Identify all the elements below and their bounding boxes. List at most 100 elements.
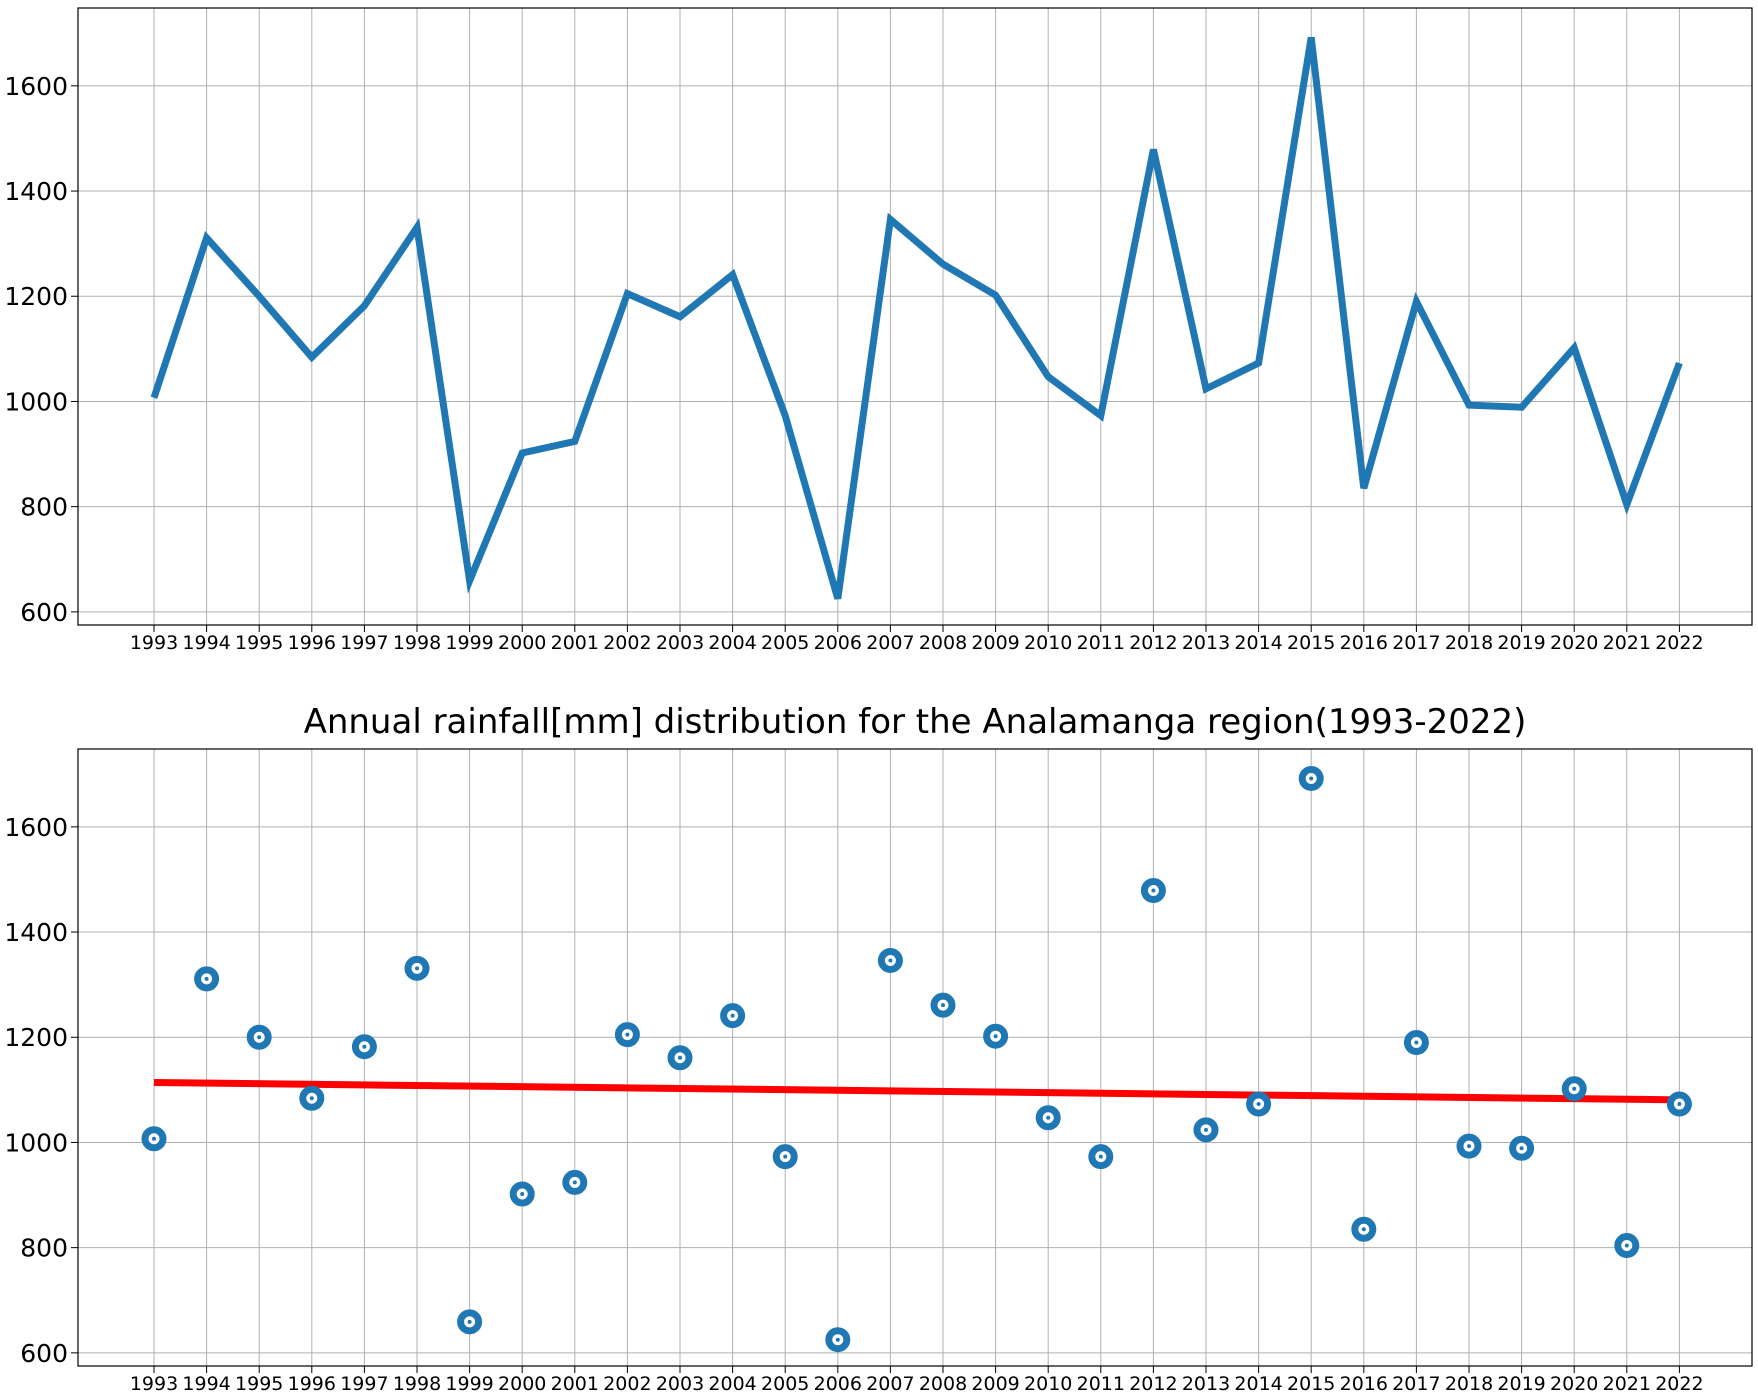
y-tick-label: 1000 — [4, 1128, 68, 1157]
x-tick-label: 2009 — [971, 632, 1019, 654]
y-tick-label: 600 — [20, 598, 68, 627]
x-tick-label: 2008 — [919, 1373, 967, 1395]
x-tick-label: 2013 — [1182, 1373, 1230, 1395]
data-point-center — [888, 958, 893, 963]
y-tick-label: 1200 — [4, 282, 68, 311]
x-tick-label: 2007 — [866, 1373, 914, 1395]
x-tick-label: 2004 — [708, 1373, 756, 1395]
x-tick-label: 2010 — [1024, 632, 1072, 654]
x-tick-label: 2008 — [919, 632, 967, 654]
y-tick-label: 1400 — [4, 918, 68, 947]
x-tick-label: 1995 — [235, 632, 283, 654]
axes-frame — [77, 7, 1753, 626]
x-tick-label: 2019 — [1497, 1373, 1545, 1395]
x-tick-label: 2011 — [1077, 1373, 1125, 1395]
x-tick-label: 2010 — [1024, 1373, 1072, 1395]
x-tick-label: 1993 — [130, 1373, 178, 1395]
data-point-center — [1519, 1146, 1524, 1151]
x-tick-label: 2003 — [656, 1373, 704, 1395]
data-point-center — [415, 966, 419, 971]
x-tick-label: 1994 — [182, 1373, 230, 1395]
chart-title: Annual rainfall[mm] distribution for the… — [304, 702, 1527, 742]
y-tick-label: 1600 — [4, 72, 68, 101]
x-tick-label: 1995 — [235, 1373, 283, 1395]
x-tick-label: 2020 — [1550, 632, 1598, 654]
data-point-center — [152, 1136, 156, 1141]
data-point-center — [1361, 1227, 1366, 1232]
data-point-center — [1572, 1086, 1577, 1091]
y-tick-label: 1600 — [4, 813, 68, 842]
y-tick-label: 1200 — [4, 1023, 68, 1052]
data-point-center — [1467, 1144, 1471, 1149]
x-tick-label: 2001 — [551, 632, 599, 654]
x-tick-label: 1997 — [340, 632, 388, 654]
data-point-center — [467, 1319, 472, 1324]
axes-frame — [77, 748, 1753, 1367]
data-point-center — [993, 1034, 998, 1039]
x-tick-label: 1996 — [288, 1373, 336, 1395]
grid — [78, 749, 1752, 1366]
trend-line — [153, 1078, 1680, 1104]
data-point-center — [1414, 1040, 1419, 1045]
data-point-center — [1151, 888, 1156, 893]
data-point-center — [678, 1055, 682, 1060]
data-point-center — [1204, 1127, 1208, 1132]
x-tick-label: 2016 — [1340, 1373, 1388, 1395]
x-tick-label: 2015 — [1287, 632, 1335, 654]
x-tick-label: 2019 — [1497, 632, 1545, 654]
x-tick-label: 2005 — [761, 1373, 809, 1395]
x-tick-label: 2000 — [498, 632, 546, 654]
x-tick-label: 2000 — [498, 1373, 546, 1395]
x-tick-label: 1999 — [445, 1373, 493, 1395]
y-tick-label: 800 — [20, 1234, 68, 1263]
x-tick-label: 1997 — [340, 1373, 388, 1395]
x-tick-label: 2006 — [814, 632, 862, 654]
data-point-center — [1309, 776, 1314, 781]
data-point-center — [309, 1096, 314, 1101]
data-point-center — [1046, 1115, 1051, 1120]
x-tick-label: 2022 — [1655, 1373, 1703, 1395]
data-point-center — [730, 1013, 735, 1018]
grid — [78, 8, 1752, 625]
x-tick-label: 2017 — [1392, 1373, 1440, 1395]
x-tick-label: 2007 — [866, 632, 914, 654]
data-point-center — [1098, 1154, 1103, 1159]
x-tick-label: 2018 — [1445, 632, 1493, 654]
x-tick-label: 2018 — [1445, 1373, 1493, 1395]
data-point-center — [625, 1032, 630, 1037]
data-point-center — [572, 1180, 577, 1185]
y-tick-label: 1000 — [4, 387, 68, 416]
x-tick-label: 2016 — [1340, 632, 1388, 654]
x-tick-label: 1998 — [393, 632, 441, 654]
x-tick-label: 2001 — [551, 1373, 599, 1395]
data-point-center — [257, 1035, 262, 1040]
x-tick-label: 2015 — [1287, 1373, 1335, 1395]
x-tick-label: 1998 — [393, 1373, 441, 1395]
x-tick-label: 2005 — [761, 632, 809, 654]
data-point-center — [520, 1191, 525, 1196]
x-tick-label: 2012 — [1129, 632, 1177, 654]
x-tick-label: 2002 — [603, 632, 651, 654]
x-tick-label: 2021 — [1603, 632, 1651, 654]
x-tick-label: 2006 — [814, 1373, 862, 1395]
x-tick-label: 1996 — [288, 632, 336, 654]
data-point-center — [204, 976, 209, 981]
data-point-center — [783, 1154, 788, 1159]
x-tick-label: 2017 — [1392, 632, 1440, 654]
y-tick-label: 800 — [20, 493, 68, 522]
x-tick-label: 2020 — [1550, 1373, 1598, 1395]
data-point-center — [1624, 1243, 1629, 1248]
x-tick-label: 1994 — [182, 632, 230, 654]
data-point-center — [941, 1003, 945, 1008]
x-tick-label: 2012 — [1129, 1373, 1177, 1395]
x-tick-label: 2011 — [1077, 632, 1125, 654]
data-point-center — [835, 1337, 840, 1342]
y-tick-label: 600 — [20, 1339, 68, 1368]
data-point-center — [1256, 1102, 1261, 1107]
y-tick-label: 1400 — [4, 177, 68, 206]
x-tick-label: 1999 — [445, 632, 493, 654]
series-line — [150, 36, 1683, 600]
